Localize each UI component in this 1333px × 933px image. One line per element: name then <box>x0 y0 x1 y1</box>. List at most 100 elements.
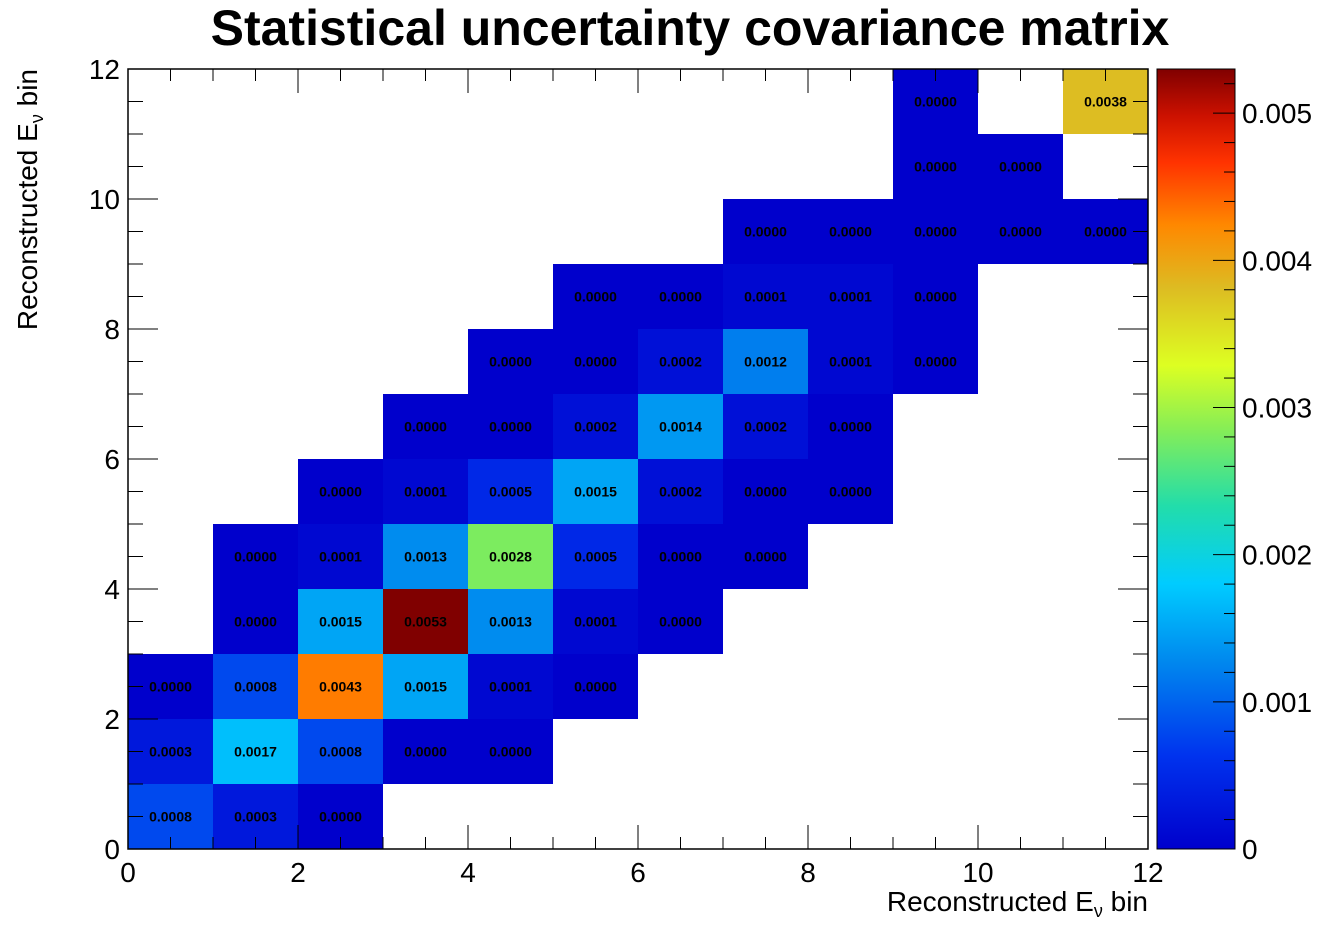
x-tick-label: 10 <box>962 857 993 888</box>
y-tick-label: 0 <box>104 834 120 865</box>
colorbar-tick-label: 0 <box>1242 834 1258 865</box>
heatmap-cell <box>638 459 723 524</box>
heatmap-cell <box>893 199 978 264</box>
cell-value-label: 0.0000 <box>1084 224 1127 240</box>
heatmap-cell <box>383 459 468 524</box>
heatmap-cell <box>213 719 298 784</box>
heatmap-cell-labels: 0.0008 0.0003 0.0000 0.0003 0.0017 0.0008 0.00… <box>149 94 1127 825</box>
x-tick-label: 6 <box>630 857 646 888</box>
cell-value-label: 0.0012 <box>744 354 787 370</box>
heatmap-cell <box>638 394 723 459</box>
heatmap-cell <box>723 524 808 589</box>
cell-value-label: 0.0008 <box>234 679 277 695</box>
cell-value-label: 0.0003 <box>149 744 192 760</box>
heatmap-cell <box>213 589 298 654</box>
cell-value-label: 0.0000 <box>914 159 957 175</box>
cell-value-label: 0.0002 <box>659 354 702 370</box>
cell-value-label: 0.0001 <box>744 289 787 305</box>
x-tick-label: 2 <box>290 857 306 888</box>
cell-value-label: 0.0002 <box>744 419 787 435</box>
heatmap-cell <box>468 329 553 394</box>
heatmap-cell <box>638 589 723 654</box>
cell-value-label: 0.0008 <box>149 809 192 825</box>
cell-value-label: 0.0015 <box>404 679 447 695</box>
cell-value-label: 0.0043 <box>319 679 362 695</box>
heatmap-cell <box>298 589 383 654</box>
cell-value-label: 0.0000 <box>234 549 277 565</box>
heatmap-cell <box>808 264 893 329</box>
heatmap-cell <box>213 654 298 719</box>
heatmap-cell <box>468 654 553 719</box>
heatmap-cell <box>893 264 978 329</box>
colorbar-tick-label: 0.001 <box>1242 687 1312 718</box>
x-axis-label-main: Reconstructed E <box>887 886 1094 917</box>
cell-value-label: 0.0000 <box>489 744 532 760</box>
heatmap-cell <box>383 589 468 654</box>
x-tick-label: 8 <box>800 857 816 888</box>
cell-value-label: 0.0001 <box>319 549 362 565</box>
cell-value-label: 0.0013 <box>404 549 447 565</box>
cell-value-label: 0.0028 <box>489 549 532 565</box>
cell-value-label: 0.0000 <box>744 549 787 565</box>
heatmap-cell <box>808 199 893 264</box>
heatmap-cell <box>298 459 383 524</box>
heatmap-cell <box>638 329 723 394</box>
cell-value-label: 0.0001 <box>404 484 447 500</box>
heatmap-cell <box>553 264 638 329</box>
cell-value-label: 0.0000 <box>999 224 1042 240</box>
cell-value-label: 0.0000 <box>489 419 532 435</box>
x-tick-label: 4 <box>460 857 476 888</box>
heatmap-cell <box>553 329 638 394</box>
cell-value-label: 0.0038 <box>1084 94 1127 110</box>
heatmap-cell <box>723 329 808 394</box>
cell-value-label: 0.0000 <box>914 224 957 240</box>
heatmap-cell <box>468 719 553 784</box>
cell-value-label: 0.0000 <box>659 289 702 305</box>
y-tick-label: 12 <box>89 54 120 85</box>
cell-value-label: 0.0000 <box>914 94 957 110</box>
cell-value-label: 0.0000 <box>489 354 532 370</box>
heatmap-cell <box>553 394 638 459</box>
cell-value-label: 0.0000 <box>319 484 362 500</box>
cell-value-label: 0.0000 <box>829 224 872 240</box>
colorbar-tick-label: 0.005 <box>1242 98 1312 129</box>
y-tick-label: 10 <box>89 184 120 215</box>
heatmap-cell <box>723 394 808 459</box>
colorbar-tick-label: 0.003 <box>1242 392 1312 423</box>
heatmap-cell <box>808 394 893 459</box>
x-axis-label-subscript: ν <box>1094 901 1103 921</box>
cell-value-label: 0.0008 <box>319 744 362 760</box>
cell-value-label: 0.0015 <box>574 484 617 500</box>
cell-value-label: 0.0000 <box>829 484 872 500</box>
x-tick-label: 0 <box>120 857 136 888</box>
cell-value-label: 0.0000 <box>914 289 957 305</box>
heatmap-cell <box>383 719 468 784</box>
heatmap-cell <box>808 459 893 524</box>
cell-value-label: 0.0000 <box>574 679 617 695</box>
heatmap-cell <box>468 459 553 524</box>
heatmap-cell <box>638 524 723 589</box>
heatmap-cell <box>723 199 808 264</box>
cell-value-label: 0.0017 <box>234 744 277 760</box>
cell-value-label: 0.0000 <box>914 354 957 370</box>
colorbar-tick-label: 0.002 <box>1242 540 1312 571</box>
cell-value-label: 0.0000 <box>744 224 787 240</box>
cell-value-label: 0.0001 <box>829 354 872 370</box>
heatmap-cell <box>978 134 1063 199</box>
heatmap-cell <box>553 524 638 589</box>
cell-value-label: 0.0001 <box>489 679 532 695</box>
cell-value-label: 0.0000 <box>744 484 787 500</box>
colorbar-tick-labels: 0 0.001 0.002 0.003 0.004 0.005 <box>1242 98 1312 865</box>
heatmap-cell <box>638 264 723 329</box>
axis-ticks <box>127 68 1149 850</box>
x-axis-label-suffix: bin <box>1103 886 1148 917</box>
heatmap-cell <box>213 524 298 589</box>
heatmap-cell <box>383 654 468 719</box>
y-tick-label: 6 <box>104 444 120 475</box>
y-axis-label: Reconstructed Eν bin <box>12 69 47 330</box>
colorbar <box>1156 68 1236 850</box>
cell-value-label: 0.0000 <box>234 614 277 630</box>
y-tick-label: 4 <box>104 574 120 605</box>
x-tick-labels: 0 2 4 6 8 10 12 <box>120 857 1163 888</box>
